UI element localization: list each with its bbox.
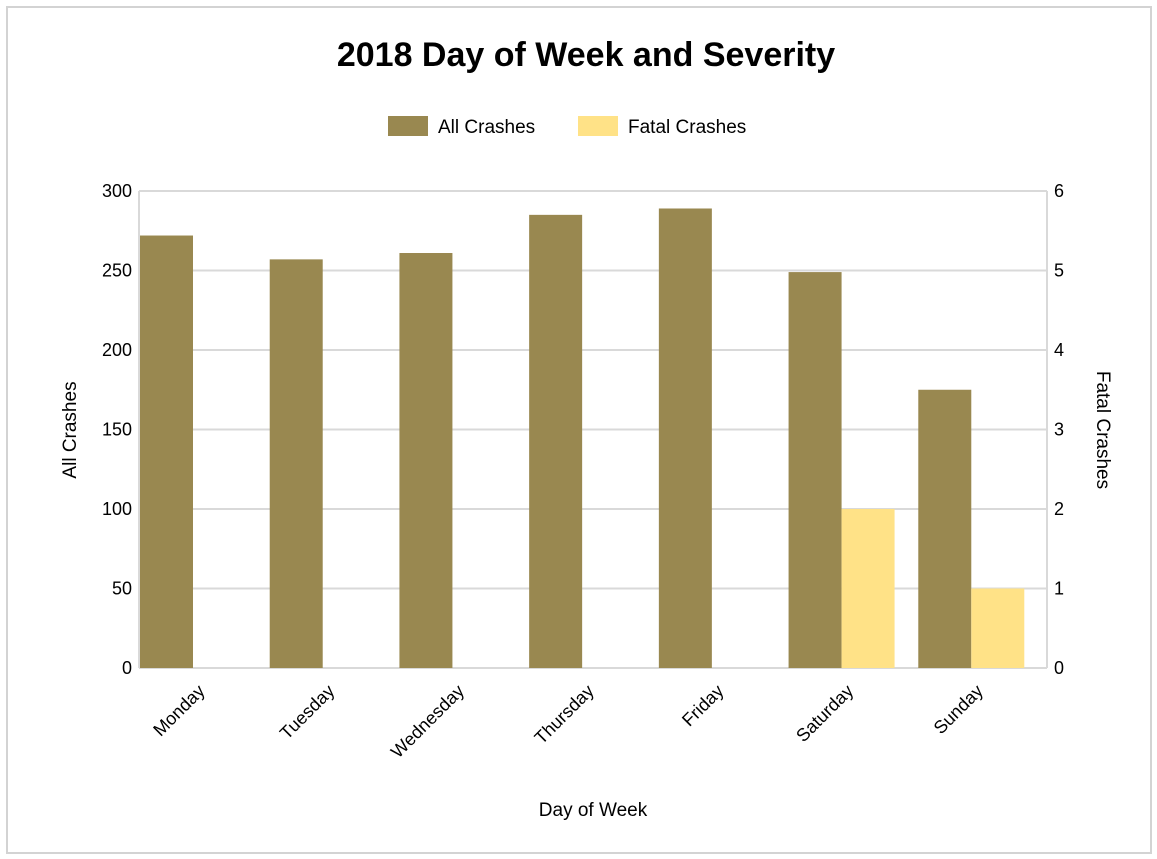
y-tick-label: 150 <box>102 420 132 440</box>
bars <box>140 208 1025 669</box>
y-axis-left-ticks: 0 50 100 150 200 250 300 <box>102 181 132 678</box>
y2-tick-label: 2 <box>1054 499 1064 519</box>
y2-tick-label: 6 <box>1054 181 1064 201</box>
bar-all-crashes-thursday <box>529 214 583 668</box>
y-tick-label: 200 <box>102 340 132 360</box>
x-tick-label-thursday: Thursday <box>531 681 598 748</box>
legend-label-fatal-crashes: Fatal Crashes <box>628 117 746 138</box>
y2-axis-title: Fatal Crashes <box>1092 371 1113 489</box>
y2-tick-label: 4 <box>1054 340 1064 360</box>
y-tick-label: 100 <box>102 499 132 519</box>
bar-all-crashes-saturday <box>788 272 842 668</box>
y-tick-label: 0 <box>122 658 132 678</box>
legend: All Crashes Fatal Crashes <box>388 116 746 138</box>
bar-all-crashes-wednesday <box>399 253 453 668</box>
y2-tick-label: 0 <box>1054 658 1064 678</box>
x-tick-label-tuesday: Tuesday <box>276 681 338 743</box>
y-tick-label: 250 <box>102 261 132 281</box>
x-tick-label-sunday: Sunday <box>930 681 987 738</box>
bar-all-crashes-sunday <box>918 389 972 668</box>
legend-swatch-all-crashes <box>388 116 428 136</box>
bar-all-crashes-tuesday <box>269 259 323 668</box>
y2-tick-label: 3 <box>1054 420 1064 440</box>
x-tick-label-saturday: Saturday <box>792 681 857 746</box>
legend-swatch-fatal-crashes <box>578 116 618 136</box>
legend-label-all-crashes: All Crashes <box>438 117 535 138</box>
y2-tick-label: 5 <box>1054 261 1064 281</box>
bar-all-crashes-friday <box>658 208 712 669</box>
bar-fatal-crashes-saturday <box>841 509 895 668</box>
x-tick-label-friday: Friday <box>678 681 728 731</box>
x-axis-title: Day of Week <box>539 800 648 821</box>
y-axis-right-ticks: 0 1 2 3 4 5 6 <box>1054 181 1064 678</box>
chart-title: 2018 Day of Week and Severity <box>337 36 835 74</box>
x-tick-label-wednesday: Wednesday <box>387 681 468 762</box>
y-tick-label: 50 <box>112 579 132 599</box>
bar-fatal-crashes-sunday <box>971 588 1025 668</box>
bar-all-crashes-monday <box>140 235 193 668</box>
y-axis-title: All Crashes <box>60 381 81 478</box>
x-tick-label-monday: Monday <box>149 681 208 740</box>
y2-tick-label: 1 <box>1054 579 1064 599</box>
y-tick-label: 300 <box>102 181 132 201</box>
x-axis-ticks: Monday Tuesday Wednesday Thursday Friday Satu… <box>149 681 987 762</box>
